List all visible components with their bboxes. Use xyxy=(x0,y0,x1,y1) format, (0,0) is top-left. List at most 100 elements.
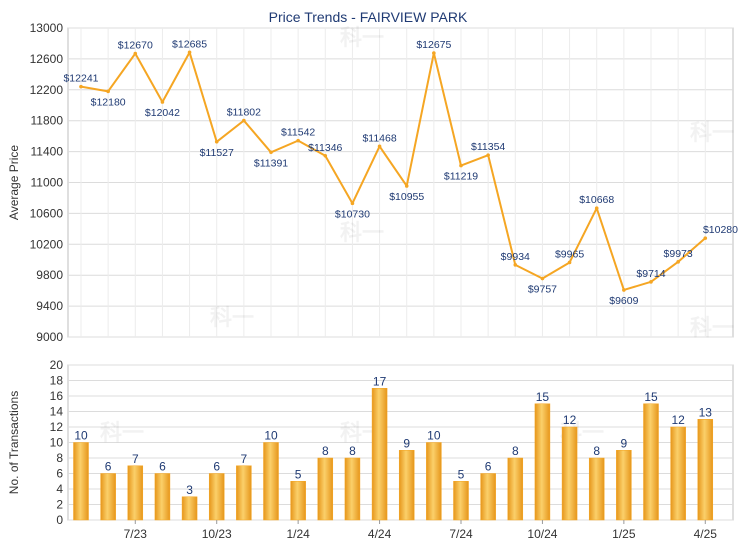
transactions-data-label: 7 xyxy=(132,452,139,466)
x-tick-label: 7/24 xyxy=(449,527,473,541)
transactions-data-label: 9 xyxy=(621,436,628,450)
transactions-bar xyxy=(480,473,496,521)
price-data-label: $9714 xyxy=(636,268,665,280)
chart-title: Price Trends - FAIRVIEW PARK xyxy=(269,9,468,25)
price-data-label: $11468 xyxy=(362,132,396,144)
price-point xyxy=(106,89,110,94)
transactions-bar xyxy=(100,473,116,521)
transactions-data-label: 13 xyxy=(699,405,713,419)
transactions-bar xyxy=(507,457,524,521)
watermark-logo: 科一 xyxy=(340,25,384,50)
transactions-data-label: 6 xyxy=(105,460,112,474)
transactions-data-label: 8 xyxy=(512,444,519,458)
transactions-bar xyxy=(236,465,252,521)
transactions-bar xyxy=(317,457,334,521)
transactions-y-tick-label: 16 xyxy=(50,389,64,403)
price-y-tick-label: 12200 xyxy=(30,83,64,97)
price-point xyxy=(676,260,680,264)
price-data-label: $10668 xyxy=(579,194,614,206)
transactions-bar xyxy=(371,388,388,521)
price-point xyxy=(513,263,518,267)
price-data-label: $11542 xyxy=(281,127,315,139)
transactions-bar xyxy=(263,442,279,521)
transactions-data-label: 6 xyxy=(159,460,166,474)
price-panel: 9000 9400 9800 10200 10600 11000 11400 11800 122… xyxy=(7,21,738,344)
price-y-tick-label: 11000 xyxy=(31,176,64,190)
watermark-logo: 科一 xyxy=(340,220,384,245)
transactions-bar xyxy=(127,465,144,521)
price-y-tick-label: 9400 xyxy=(36,299,63,313)
price-point xyxy=(540,276,545,281)
price-data-label: $10955 xyxy=(389,191,424,203)
price-data-label: $11391 xyxy=(254,157,288,169)
price-y-tick-label: 10200 xyxy=(30,237,64,251)
x-tick-label: 1/24 xyxy=(286,527,310,541)
x-tick-label: 7/23 xyxy=(124,527,148,541)
price-data-label: $9757 xyxy=(528,284,557,296)
transactions-bar xyxy=(616,450,632,521)
price-point xyxy=(404,184,409,188)
transactions-data-label: 12 xyxy=(671,413,685,427)
price-point xyxy=(133,51,138,56)
x-tick-label: 10/24 xyxy=(527,527,557,541)
price-data-label: $12042 xyxy=(145,107,180,119)
x-tick-label: 1/25 xyxy=(612,527,636,541)
price-point xyxy=(350,201,355,206)
price-data-label: $10730 xyxy=(335,208,370,220)
price-point xyxy=(187,50,192,55)
price-point xyxy=(567,260,572,265)
price-point xyxy=(323,153,328,158)
transactions-bar xyxy=(181,496,198,521)
transactions-y-tick-label: 4 xyxy=(56,482,63,496)
price-data-label: $9934 xyxy=(501,251,530,263)
transactions-data-label: 15 xyxy=(536,390,550,404)
transactions-bar xyxy=(154,473,171,521)
transactions-data-label: 10 xyxy=(74,429,88,443)
price-y-tick-label: 11800 xyxy=(31,114,64,128)
transactions-y-tick-label: 18 xyxy=(50,374,64,388)
price-data-label: $11354 xyxy=(471,141,505,153)
price-data-label: $9965 xyxy=(555,248,584,260)
transactions-data-label: 10 xyxy=(264,429,278,443)
price-point xyxy=(486,153,490,157)
price-point xyxy=(594,206,599,210)
transactions-y-tick-label: 2 xyxy=(56,498,63,512)
transactions-bar xyxy=(208,473,225,521)
transactions-data-label: 5 xyxy=(295,467,302,481)
price-point xyxy=(622,288,626,292)
price-data-label: $11219 xyxy=(444,171,478,183)
watermark-logo: 科一 xyxy=(690,315,734,340)
price-point xyxy=(160,100,165,104)
transactions-data-label: 5 xyxy=(458,467,465,481)
transactions-y-axis-label: No. of Transactions xyxy=(7,391,21,494)
price-y-tick-label: 9000 xyxy=(36,330,63,344)
price-data-label: $11346 xyxy=(308,142,342,154)
transactions-bar xyxy=(398,450,415,521)
price-point xyxy=(214,139,219,144)
watermark-logo: 科一 xyxy=(690,120,734,145)
transactions-bar xyxy=(426,442,442,521)
transactions-bar xyxy=(561,426,578,521)
transactions-data-label: 9 xyxy=(403,436,410,450)
transactions-data-label: 15 xyxy=(644,390,658,404)
transactions-y-tick-label: 20 xyxy=(50,358,64,372)
x-tick-label: 4/25 xyxy=(694,527,718,541)
price-data-label: $12180 xyxy=(91,96,126,108)
transactions-bar xyxy=(534,403,551,521)
price-y-tick-label: 12600 xyxy=(30,52,64,66)
transactions-bar xyxy=(290,481,306,521)
price-point xyxy=(269,150,273,155)
price-data-label: $9609 xyxy=(609,295,638,307)
transactions-y-tick-label: 10 xyxy=(50,436,64,450)
price-point xyxy=(703,236,708,240)
price-point xyxy=(459,163,463,168)
price-point xyxy=(377,144,382,149)
transactions-data-label: 6 xyxy=(213,460,220,474)
transactions-data-label: 12 xyxy=(563,413,577,427)
price-y-axis-label: Average Price xyxy=(7,145,21,220)
price-y-tick-label: 10600 xyxy=(30,206,64,220)
transactions-y-tick-label: 0 xyxy=(56,513,63,527)
